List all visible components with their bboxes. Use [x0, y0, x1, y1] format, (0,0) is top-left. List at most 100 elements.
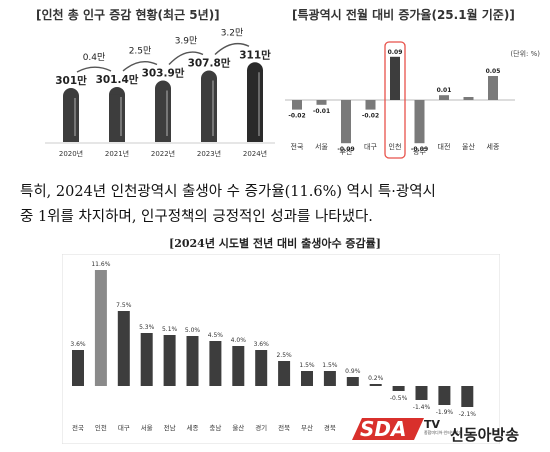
birth-value-label: 7.5%	[116, 302, 132, 309]
population-increase-arrow	[168, 51, 204, 65]
birth-category-label: 세종	[187, 423, 199, 432]
birth-value-label: -2.1%	[459, 411, 477, 418]
birth-bar	[278, 361, 291, 386]
growth-bar	[365, 100, 376, 110]
population-increment-label: 3.2만	[221, 27, 244, 38]
growth-category-label: 전국	[291, 142, 304, 151]
birth-bar	[94, 270, 107, 386]
birth-bar	[72, 350, 84, 386]
population-value-label: 311만	[239, 48, 271, 61]
birth-bar	[255, 350, 268, 386]
population-bar-body	[155, 88, 171, 142]
birth-category-label: 인천	[95, 423, 107, 432]
birth-category-label: 경북	[324, 423, 336, 432]
population-increase-arrow	[122, 60, 158, 72]
birth-value-label: 5.0%	[185, 327, 201, 334]
paragraph-line-2: 중 1위를 차지하며, 인구정책의 긍정적인 성과를 나타냈다.	[20, 209, 373, 225]
birth-category-label: 전국	[72, 423, 84, 432]
birth-bar	[117, 311, 130, 386]
growth-category-label: 세종	[487, 142, 500, 151]
paragraph-line-1: 특히, 2024년 인천광역시 출생아 수 증가율(11.6%) 역시 특·광역…	[20, 184, 436, 200]
birth-value-label: 5.3%	[139, 324, 155, 331]
birth-value-label: 0.2%	[368, 375, 384, 382]
population-value-label: 301만	[55, 74, 87, 87]
population-bar-body	[247, 70, 263, 142]
logo-small-text: 종합미디어·인터넷방송	[424, 429, 462, 435]
birth-value-label: 1.5%	[299, 362, 315, 369]
logo-red-shape	[352, 418, 424, 440]
population-value-label: 307.8만	[188, 56, 231, 69]
growth-value-label: -0.02	[362, 113, 379, 120]
population-bar-body	[109, 94, 125, 142]
birth-value-label: 11.6%	[91, 261, 110, 268]
growth-category-label: 부산	[340, 147, 353, 156]
birth-chart-frame	[62, 254, 500, 444]
birth-bar	[232, 346, 245, 386]
birth-bar	[163, 335, 176, 386]
birth-chart: 3.6% 전국 11.6% 인천 7.5% 대구 5.3% 서울 5.1% 전남 5.0% 세종 4.5…	[62, 254, 500, 444]
birth-value-label: 4.5%	[208, 332, 224, 339]
logo-name-text: 신동아방송	[450, 426, 519, 444]
growth-category-label: 서울	[315, 142, 328, 151]
birth-bar	[323, 371, 336, 386]
growth-category-label: 광주	[413, 148, 426, 156]
birth-value-label: 3.6%	[70, 341, 86, 348]
logo-tv-text: TV	[424, 418, 441, 431]
birth-value-label: 2.5%	[276, 352, 292, 359]
population-year-label: 2023년	[197, 149, 221, 158]
growth-bar	[488, 76, 498, 100]
growth-bar	[439, 95, 449, 100]
growth-bar	[390, 56, 400, 100]
growth-bar	[292, 100, 302, 110]
birth-category-label: 전북	[278, 423, 290, 432]
birth-bar	[346, 377, 359, 386]
growth-category-label: 대구	[364, 143, 377, 151]
growth-bar	[463, 97, 474, 100]
birth-value-label: 5.1%	[162, 326, 178, 333]
population-increment-label: 2.5만	[129, 46, 152, 57]
birth-bar	[369, 384, 382, 386]
birth-bar	[209, 341, 222, 386]
population-increase-arrow	[214, 42, 250, 55]
birth-category-label: 대구	[118, 424, 130, 432]
population-increment-label: 0.4만	[83, 52, 106, 63]
birth-category-label: 경기	[255, 423, 267, 432]
population-increase-arrow	[76, 66, 112, 73]
birth-bar	[140, 333, 153, 386]
growth-value-label: 0.05	[486, 68, 501, 75]
birth-category-label: 전남	[164, 423, 176, 432]
birth-value-label: 0.9%	[345, 368, 361, 375]
population-chart: 301만 2020년 301.4만 2021년 303.9만 2022년 307.8만 202…	[45, 27, 275, 158]
article-paragraph: 특히, 2024년 인천광역시 출생아 수 증가율(11.6%) 역시 특·광역…	[20, 180, 535, 230]
birth-value-label: -1.4%	[413, 404, 431, 411]
population-value-label: 301.4만	[96, 73, 139, 86]
population-value-label: 303.9만	[142, 67, 185, 80]
population-chart-title: [인천 총 인구 증감 현황(최근 5년)]	[36, 8, 220, 22]
birth-category-label: 부산	[301, 423, 313, 432]
population-year-label: 2022년	[151, 149, 175, 158]
growth-bar	[341, 100, 351, 144]
birth-category-label: 울산	[232, 423, 244, 432]
growth-category-label: 대전	[438, 142, 451, 151]
birth-value-label: 3.6%	[254, 341, 270, 348]
birth-value-label: -1.9%	[436, 409, 454, 416]
population-bar-body	[63, 95, 79, 142]
growth-value-label: -0.09	[337, 146, 354, 153]
birth-category-label: 서울	[141, 423, 153, 432]
birth-value-label: -0.5%	[390, 395, 408, 402]
population-year-label: 2021년	[105, 149, 129, 158]
birth-chart-title: [2024년 시도별 전년 대비 출생아수 증감률]	[169, 237, 381, 250]
birth-bar	[392, 386, 405, 391]
population-year-label: 2024년	[243, 149, 267, 158]
sda-tv-logo: SDA TV 종합미디어·인터넷방송 신동아방송	[352, 417, 519, 444]
population-increment-label: 3.9만	[175, 35, 198, 46]
growth-category-label: 인천	[389, 142, 402, 151]
birth-bar	[438, 386, 451, 405]
growth-value-label: -0.01	[313, 108, 330, 115]
birth-bar	[186, 336, 199, 386]
growth-chart-title: [특광역시 전월 대비 증가율(25.1월 기준)]	[292, 8, 515, 22]
growth-value-label: -0.09	[411, 146, 428, 153]
birth-category-label: 충남	[209, 423, 221, 432]
growth-bar	[316, 100, 327, 105]
